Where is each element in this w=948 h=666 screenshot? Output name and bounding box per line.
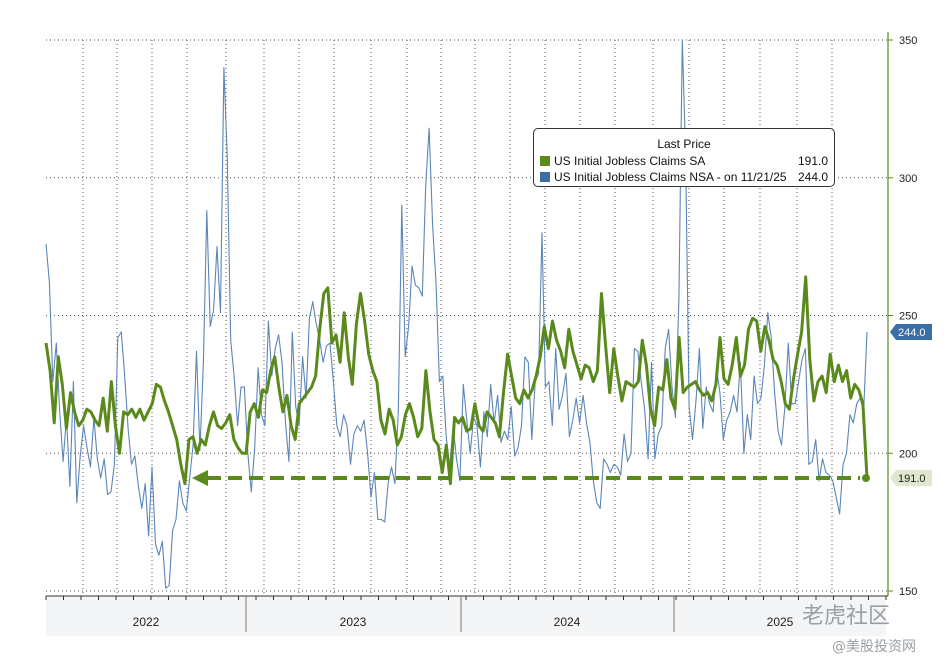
gridlines — [46, 39, 888, 596]
legend-value-sa: 191.0 — [797, 153, 828, 168]
last-value-sa-tag — [890, 470, 932, 487]
last-value-nsa-tag-text: 244.0 — [898, 327, 926, 339]
x-label-2023: 2023 — [340, 615, 367, 629]
last-value-sa-tag-text: 191.0 — [898, 473, 926, 485]
y-tick-label-250: 250 — [899, 311, 917, 323]
x-axis-band — [46, 596, 886, 636]
watermark-meigu: @美股投资网 — [832, 639, 916, 655]
last-value-nsa-tag — [890, 324, 932, 341]
legend-value-nsa: 244.0 — [797, 169, 828, 184]
legend-label-sa: US Initial Jobless Claims SA — [554, 153, 706, 168]
legend-item-nsa: US Initial Jobless Claims NSA - on 11/21… — [540, 169, 828, 184]
watermark-tiger-community: 老虎社区 — [802, 604, 891, 629]
legend-swatch-nsa — [540, 171, 550, 182]
legend-swatch-sa — [540, 155, 550, 166]
legend-label-nsa: US Initial Jobless Claims NSA - on 11/21… — [554, 169, 787, 184]
chart-legend: Last Price US Initial Jobless Claims SA … — [533, 128, 835, 187]
series-lines — [44, 39, 870, 589]
y-tick-label-300: 300 — [899, 173, 917, 185]
x-label-2022: 2022 — [133, 615, 160, 629]
y-tick-label-350: 350 — [899, 35, 917, 47]
series-line-nsa — [45, 39, 868, 589]
x-label-2025: 2025 — [767, 615, 794, 629]
x-label-2024: 2024 — [554, 615, 581, 629]
series-line-sa — [44, 275, 869, 486]
y-tick-label-150: 150 — [899, 586, 917, 598]
legend-title: Last Price — [657, 137, 711, 151]
arrow-head-left — [192, 470, 208, 487]
legend-item-sa: US Initial Jobless Claims SA 191.0 — [540, 153, 828, 168]
last-value-marker-sa — [862, 474, 870, 483]
y-tick-label-200: 200 — [899, 448, 917, 460]
